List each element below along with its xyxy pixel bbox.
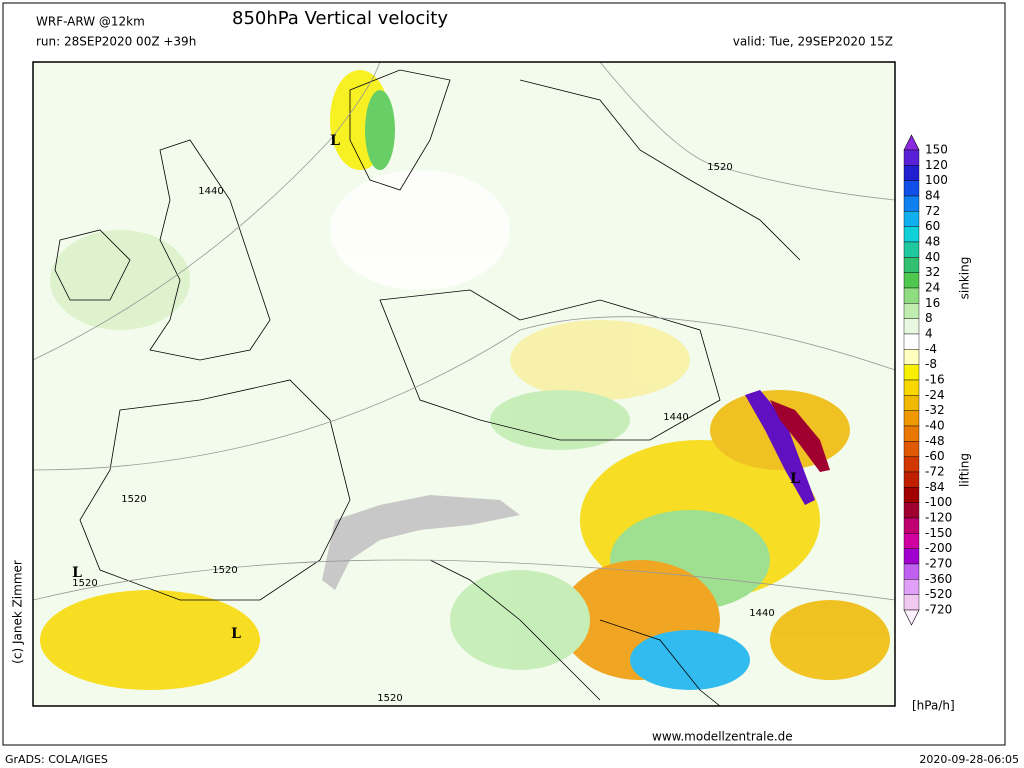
low-marker: L <box>790 471 800 487</box>
colorbar-segment <box>903 349 920 365</box>
colorbar-label: 8 <box>925 311 933 325</box>
contour-label: 1440 <box>749 608 774 619</box>
colorbar-label: 120 <box>925 158 948 172</box>
colorbar-label: 150 <box>925 143 948 157</box>
colorbar-label: 48 <box>925 235 940 249</box>
colorbar-label: -32 <box>925 403 945 417</box>
colorbar-label: -100 <box>925 495 952 509</box>
field-patches <box>40 70 890 690</box>
colorbar-segment <box>903 548 920 565</box>
low-marker: L <box>330 133 340 149</box>
unit-label: [hPa/h] <box>912 699 955 713</box>
colorbar-segment <box>903 471 920 488</box>
colorbar-segment <box>903 517 920 534</box>
colorbar-label: -72 <box>925 465 945 479</box>
colorbar-label: -24 <box>925 388 945 402</box>
colorbar-label: -16 <box>925 373 945 387</box>
colorbar-segment <box>903 533 920 549</box>
colorbar-label: 72 <box>925 204 940 218</box>
colorbar-label: -8 <box>925 357 937 371</box>
colorbar-label: -360 <box>925 572 952 586</box>
contour-label: 1440 <box>198 186 223 197</box>
colorbar-label: 100 <box>925 173 948 187</box>
colorbar-segment <box>903 195 920 212</box>
colorbar-label: 60 <box>925 219 940 233</box>
colorbar-segment <box>903 165 920 181</box>
run-label: run: 28SEP2020 00Z +39h <box>36 35 196 49</box>
software: GrADS: COLA/IGES <box>5 753 108 766</box>
valid-label: valid: Tue, 29SEP2020 15Z <box>733 35 893 49</box>
colorbar-segment <box>903 441 920 457</box>
colorbar-segment <box>903 563 920 580</box>
timestamp: 2020-09-28-06:05 <box>919 753 1019 766</box>
colorbar-label: 84 <box>925 189 940 203</box>
colorbar-segment <box>903 364 920 381</box>
colorbar-segment <box>903 241 920 258</box>
colorbar-label: -84 <box>925 480 945 494</box>
colorbar-segment <box>903 594 920 611</box>
model-label: WRF-ARW @12km <box>36 15 145 29</box>
contour-label: 1520 <box>121 494 146 505</box>
lifting-label: lifting <box>958 453 972 487</box>
colorbar-segment <box>903 303 920 319</box>
colorbar-label: -720 <box>925 603 952 617</box>
credit: (c) Janek Zimmer <box>11 560 25 664</box>
colorbar-segment <box>903 425 920 442</box>
colorbar-segment <box>903 287 920 304</box>
map: L L L L 1440 1440 1440 1520 1520 1520 15… <box>32 61 896 707</box>
colorbar-label: 32 <box>925 265 940 279</box>
colorbar-label: -4 <box>925 342 937 356</box>
colorbar-segment <box>903 318 920 335</box>
strong-lifting-band <box>770 400 830 472</box>
colorbar-label: -120 <box>925 511 952 525</box>
colorbar-label: -40 <box>925 419 945 433</box>
colorbar-segment <box>903 502 920 519</box>
colorbar-segment <box>903 149 920 166</box>
colorbar-segment <box>903 395 920 411</box>
contour-label: 1520 <box>707 162 732 173</box>
contour-label: 1520 <box>377 693 402 704</box>
coastlines <box>54 69 801 706</box>
colorbar-label: 24 <box>925 281 940 295</box>
colorbar-segment <box>903 379 920 396</box>
colorbar: 150120100847260484032241684-4-8-16-24-32… <box>903 134 952 626</box>
strong-sinking-band <box>745 390 815 505</box>
colorbar-label: -150 <box>925 526 952 540</box>
terrain-mask <box>322 495 520 590</box>
colorbar-label: -60 <box>925 449 945 463</box>
colorbar-segment <box>903 579 920 595</box>
colorbar-segment <box>903 333 920 350</box>
colorbar-segment <box>903 257 920 273</box>
colorbar-segment <box>903 211 920 227</box>
colorbar-label: 4 <box>925 327 933 341</box>
contour-label: 1520 <box>212 565 237 576</box>
colorbar-label: -48 <box>925 434 945 448</box>
height-contours <box>33 62 895 601</box>
title: 850hPa Vertical velocity <box>232 8 448 29</box>
colorbar-label: -520 <box>925 587 952 601</box>
contour-label: 1520 <box>72 578 97 589</box>
colorbar-end <box>903 609 920 626</box>
colorbar-label: -200 <box>925 541 952 555</box>
map-border <box>32 61 896 707</box>
colorbar-segment <box>903 456 920 473</box>
contour-label: 1440 <box>663 412 688 423</box>
colorbar-segment <box>903 226 920 243</box>
low-marker: L <box>72 565 82 581</box>
colorbar-label: 16 <box>925 296 940 310</box>
colorbar-label: 40 <box>925 250 940 264</box>
low-marker: L <box>231 626 241 642</box>
colorbar-segment <box>903 180 920 197</box>
website: www.modellzentrale.de <box>652 730 793 744</box>
colorbar-segment <box>903 410 920 427</box>
colorbar-segment <box>903 272 920 289</box>
colorbar-label: -270 <box>925 557 952 571</box>
colorbar-segment <box>903 487 920 503</box>
sinking-label: sinking <box>958 257 972 300</box>
